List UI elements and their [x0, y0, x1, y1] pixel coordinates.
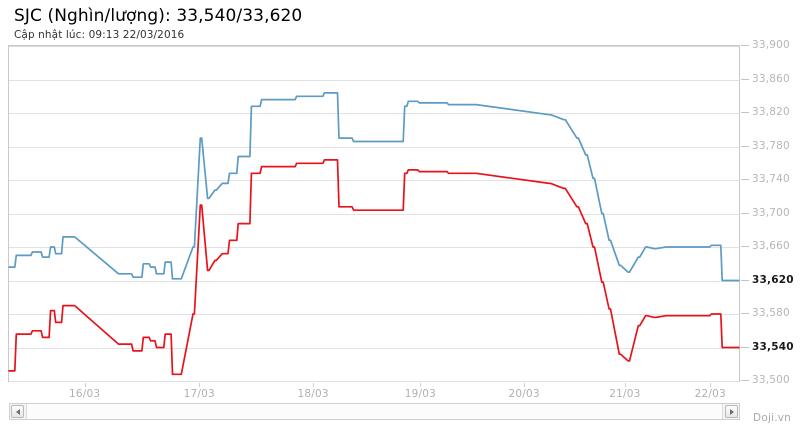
gridline	[9, 213, 739, 215]
x-axis: 16/03 17/03 18/03 19/03 20/03 21/03 22/03	[8, 383, 740, 403]
gridline	[9, 79, 739, 81]
gridline	[9, 180, 739, 181]
scroll-right-button[interactable]	[725, 405, 738, 418]
x-axis-label: 19/03	[404, 388, 437, 400]
y-axis-label: 33,820	[752, 106, 790, 118]
y-axis-tick	[741, 45, 749, 46]
price-series-svg	[8, 92, 740, 376]
y-axis-label: 33,780	[752, 139, 790, 152]
y-axis-tick	[741, 212, 749, 214]
price-line-sell	[8, 92, 740, 282]
price-line-buy	[8, 159, 740, 376]
x-axis-tick	[313, 383, 315, 387]
x-axis-label: 21/03	[609, 388, 641, 400]
gridline	[9, 46, 739, 47]
last-updated-text: Cập nhật lúc: 09:13 22/03/2016	[14, 29, 185, 41]
y-axis-tick	[741, 279, 749, 281]
x-axis-tick	[84, 383, 86, 387]
gridline	[9, 381, 739, 382]
y-axis-tick	[741, 346, 749, 348]
gridline	[9, 314, 739, 315]
chart-scrollbar[interactable]	[9, 403, 740, 420]
y-axis-tick	[741, 380, 749, 381]
x-axis-tick	[420, 383, 422, 387]
y-axis-label: 33,860	[752, 72, 790, 85]
scroll-left-button[interactable]	[11, 405, 24, 418]
page-title: SJC (Nghìn/lượng): 33,540/33,620	[14, 6, 303, 26]
x-axis-tick	[624, 383, 626, 387]
y-axis-label: 33,580	[752, 307, 790, 319]
scrollbar-track[interactable]	[26, 404, 723, 419]
x-axis-label: 22/03	[694, 388, 726, 400]
gridline	[9, 113, 739, 114]
x-axis-tick	[199, 383, 201, 387]
gridline	[9, 247, 739, 248]
gridline	[9, 347, 739, 349]
watermark: Doji.vn	[753, 412, 791, 424]
y-axis-tick	[741, 112, 749, 113]
y-axis: 33,900 33,860 33,820 33,780 33,740 33,700 33,6…	[741, 39, 800, 386]
x-axis-label: 16/03	[68, 388, 101, 400]
x-axis-tick	[524, 383, 526, 387]
x-axis-tick	[710, 383, 712, 387]
x-axis-label: 17/03	[183, 388, 215, 400]
y-axis-current-price-label: 33,620	[752, 273, 794, 286]
y-axis-tick	[741, 313, 749, 314]
chevron-right-icon	[729, 408, 734, 415]
y-axis-tick	[741, 179, 749, 180]
y-axis-current-price-label: 33,540	[752, 340, 794, 353]
chart-header: SJC (Nghìn/lượng): 33,540/33,620 Cập nhậ…	[14, 6, 614, 41]
y-axis-label: 33,500	[752, 374, 790, 386]
chevron-left-icon	[15, 408, 20, 415]
y-axis-tick	[741, 246, 749, 247]
y-axis-tick	[741, 78, 749, 80]
x-axis-label: 18/03	[297, 388, 329, 400]
gridline	[9, 146, 739, 148]
y-axis-label: 33,900	[752, 39, 790, 51]
y-axis-label: 33,660	[752, 240, 790, 252]
plot-area[interactable]	[8, 45, 740, 382]
y-axis-label: 33,740	[752, 173, 790, 185]
x-axis-label: 20/03	[508, 388, 540, 400]
y-axis-label: 33,700	[752, 206, 790, 219]
y-axis-tick	[741, 145, 749, 147]
gridline	[9, 280, 739, 282]
